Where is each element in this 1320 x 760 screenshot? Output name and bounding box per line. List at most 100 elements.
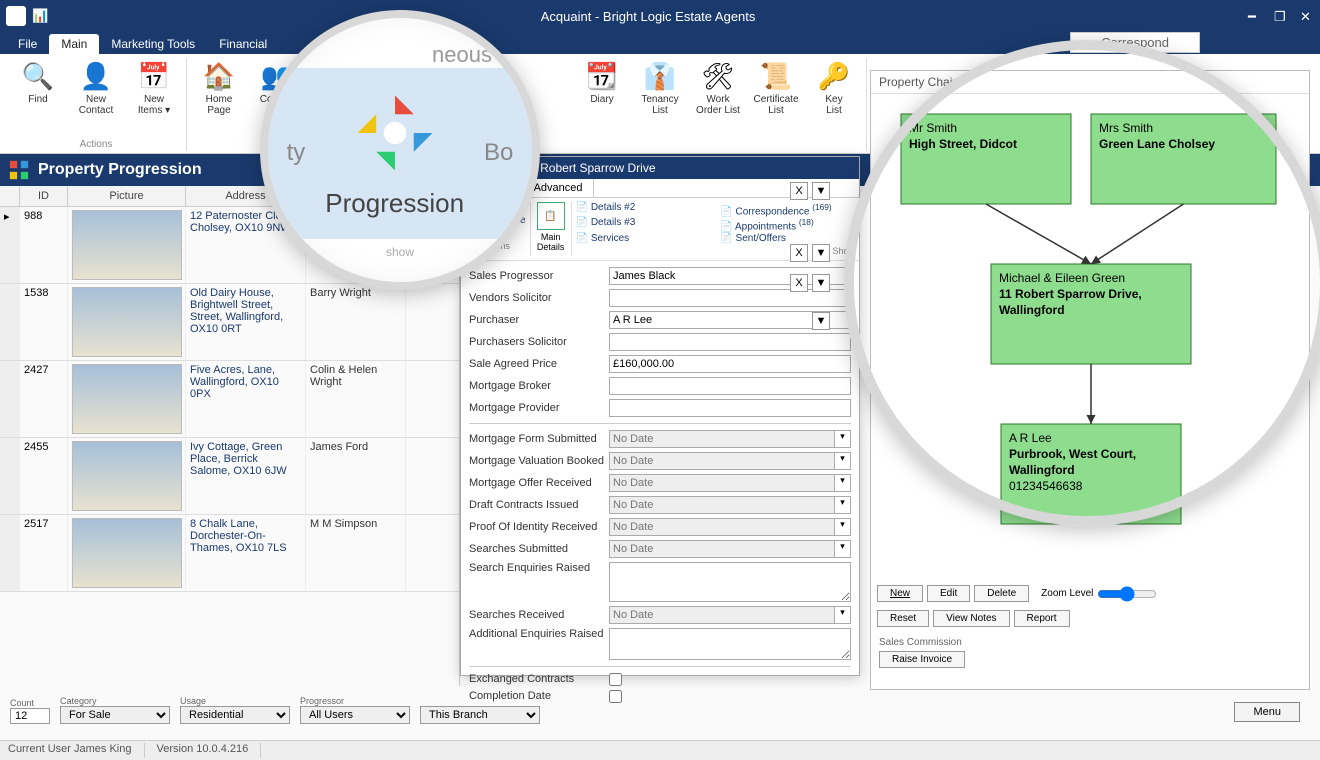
minimize-icon[interactable]: ━ — [1248, 9, 1262, 23]
dropdown-1[interactable]: ▼ — [812, 182, 830, 200]
chain-node[interactable]: Michael & Eileen Green11 Robert Sparrow … — [991, 264, 1191, 364]
search-enquiries-textarea[interactable] — [609, 562, 851, 602]
ribbon-tenancy-list[interactable]: 👔TenancyList — [634, 58, 686, 139]
detail-link[interactable]: 📄 Appointments (18) — [720, 217, 855, 232]
zoom-slider[interactable] — [1097, 586, 1157, 602]
ribbon-key-list[interactable]: 🔑KeyList — [808, 58, 860, 139]
row-id: 988 — [20, 207, 68, 283]
dropdown-2[interactable]: ▼ — [812, 244, 830, 262]
col-picture[interactable]: Picture — [68, 186, 186, 206]
row-address: Ivy Cottage, Green Place, Berrick Salome… — [186, 438, 306, 514]
table-row[interactable]: 2427Five Acres, Lane, Wallingford, OX10 … — [0, 361, 459, 438]
date-searches-submitted[interactable] — [609, 540, 835, 558]
close-icon[interactable]: ✕ — [1300, 9, 1314, 23]
chain-node[interactable]: Mrs SmithGreen Lane Cholsey — [1091, 114, 1276, 204]
tab-marketing[interactable]: Marketing Tools — [99, 34, 207, 54]
dropdown-4[interactable]: ▼ — [812, 312, 830, 330]
date-picker-icon[interactable]: ▾ — [835, 452, 851, 470]
ribbon-caption-actions: Actions — [80, 139, 113, 151]
chain-report-button[interactable]: Report — [1014, 610, 1070, 627]
table-row[interactable]: 2455 Ivy Cottage, Green Place, Berrick Sa… — [0, 438, 459, 515]
commission-label: Sales Commission — [879, 637, 962, 648]
progression-logo-icon — [8, 159, 30, 181]
find-icon: 🔍 — [22, 60, 54, 92]
chain-node[interactable]: A R LeePurbrook, West Court,Wallingford0… — [1001, 424, 1181, 524]
ribbon-diary[interactable]: 📆Diary — [576, 58, 628, 139]
date-mortgage-valuation-booked[interactable] — [609, 452, 835, 470]
chain-delete-button[interactable]: Delete — [974, 585, 1029, 602]
additional-enquiries-textarea[interactable] — [609, 628, 851, 660]
detail-link[interactable]: 📄 Details #3 — [576, 217, 711, 232]
cert-list-icon: 📜 — [760, 60, 792, 92]
field-mortgage-provider[interactable] — [609, 399, 851, 417]
row-id: 2455 — [20, 438, 68, 514]
branch-select[interactable]: This Branch — [420, 706, 540, 724]
date-picker-icon[interactable]: ▾ — [835, 496, 851, 514]
svg-text:Mrs Smith: Mrs Smith — [1099, 121, 1153, 135]
usage-select[interactable]: Residential — [180, 706, 290, 724]
check-exchanged-contracts[interactable] — [609, 673, 622, 686]
field-purchasers-solicitor[interactable] — [609, 333, 851, 351]
date-picker-icon[interactable]: ▾ — [835, 540, 851, 558]
detail-link[interactable]: 📄 Correspondence (169) — [720, 202, 855, 217]
col-id[interactable]: ID — [20, 186, 68, 206]
main-details-icon[interactable]: 📋 — [537, 202, 565, 230]
field-sale-agreed-price[interactable] — [609, 355, 851, 373]
detail-link[interactable]: 📄 Details #2 — [576, 202, 711, 217]
ribbon-new-items[interactable]: 📅NewItems ▾ — [128, 58, 180, 139]
ribbon-cert-list[interactable]: 📜CertificateList — [750, 58, 802, 139]
chain-new-button[interactable]: New — [877, 585, 923, 602]
chain-edit-button[interactable]: Edit — [927, 585, 970, 602]
date-picker-icon[interactable]: ▾ — [835, 430, 851, 448]
chain-header: Property Chain — [871, 71, 1309, 94]
svg-text:Wallingford: Wallingford — [999, 303, 1065, 317]
category-select[interactable]: For Sale — [60, 706, 170, 724]
ribbon-work-order[interactable]: 🛠WorkOrder List — [692, 58, 744, 139]
menu-button[interactable]: Menu — [1234, 702, 1300, 722]
date-picker-icon[interactable]: ▾ — [835, 518, 851, 536]
close-x-2[interactable]: X — [790, 244, 808, 262]
check-completion-date[interactable] — [609, 690, 622, 703]
close-x-3[interactable]: X — [790, 274, 808, 292]
date-draft-contracts-issued[interactable] — [609, 496, 835, 514]
date-mortgage-offer-received[interactable] — [609, 474, 835, 492]
date-mortgage-form-submitted[interactable] — [609, 430, 835, 448]
close-x-1[interactable]: X — [790, 182, 808, 200]
chain-reset-button[interactable]: Reset — [877, 610, 929, 627]
ribbon-home-page[interactable]: 🏠HomePage — [193, 58, 245, 139]
ribbon-find[interactable]: 🔍Find — [12, 58, 64, 139]
field-mortgage-broker[interactable] — [609, 377, 851, 395]
chain-node[interactable]: Mr SmithHigh Street, Didcot — [901, 114, 1071, 204]
row-address: Five Acres, Lane, Wallingford, OX10 0PX — [186, 361, 306, 437]
date-proof-of-identity-received[interactable] — [609, 518, 835, 536]
svg-text:Wallingford: Wallingford — [1009, 463, 1075, 477]
file-tab[interactable]: File — [6, 34, 49, 54]
chain-diagram[interactable]: Mr SmithHigh Street, DidcotMrs SmithGree… — [871, 94, 1309, 574]
window-title: Acquaint - Bright Logic Estate Agents — [48, 9, 1248, 24]
property-detail-panel: Property : 11 Robert Sparrow Drive Prope… — [460, 156, 860, 676]
dropdown-3[interactable]: ▼ — [812, 274, 830, 292]
maximize-icon[interactable]: ❐ — [1274, 9, 1288, 23]
progressor-select[interactable]: All Users — [300, 706, 410, 724]
tab-main[interactable]: Main — [49, 34, 99, 54]
svg-text:11 Robert Sparrow Drive,: 11 Robert Sparrow Drive, — [999, 287, 1142, 301]
date-picker-icon[interactable]: ▾ — [835, 606, 851, 624]
table-row[interactable]: 1538Old Dairy House, Brightwell Street, … — [0, 284, 459, 361]
tab-financial[interactable]: Financial — [207, 34, 279, 54]
ribbon-new-contact[interactable]: 👤NewContact — [70, 58, 122, 139]
svg-text:Purbrook, West Court,: Purbrook, West Court, — [1009, 447, 1136, 461]
filter-bar: Count Category For Sale Usage Residentia… — [10, 696, 540, 724]
svg-text:Mr Smith: Mr Smith — [909, 121, 957, 135]
detail-link[interactable]: 📄 Services — [576, 233, 711, 244]
correspond-tab[interactable]: Correspond — [1070, 32, 1200, 53]
chain-notes-button[interactable]: View Notes — [933, 610, 1009, 627]
table-row[interactable]: 25178 Chalk Lane, Dorchester-On-Thames, … — [0, 515, 459, 592]
status-version: Version 10.0.4.216 — [157, 743, 262, 758]
raise-invoice-button[interactable]: Raise Invoice — [879, 651, 965, 668]
date-picker-icon[interactable]: ▾ — [835, 474, 851, 492]
detail-link[interactable]: 📄 Sent/Offers — [720, 233, 855, 244]
titlebar-extra: 📊 — [32, 8, 48, 24]
count-field — [10, 708, 50, 724]
date-searches-received[interactable] — [609, 606, 835, 624]
row-vendor: Barry Wright — [306, 284, 406, 360]
